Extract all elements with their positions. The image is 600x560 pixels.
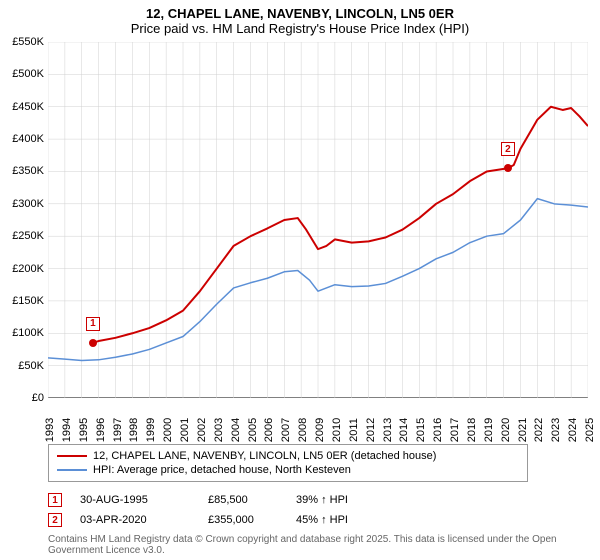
y-axis-label: £450K bbox=[0, 101, 44, 113]
legend-label-1: 12, CHAPEL LANE, NAVENBY, LINCOLN, LN5 0… bbox=[93, 450, 436, 462]
y-axis-label: £150K bbox=[0, 295, 44, 307]
x-axis-label: 2002 bbox=[196, 418, 208, 442]
transaction-price: £85,500 bbox=[208, 494, 278, 506]
x-axis-label: 1997 bbox=[112, 418, 124, 442]
x-axis-label: 2014 bbox=[399, 418, 411, 442]
x-axis-label: 2010 bbox=[331, 418, 343, 442]
x-axis-label: 2006 bbox=[264, 418, 276, 442]
y-axis-label: £550K bbox=[0, 36, 44, 48]
x-axis-label: 2007 bbox=[280, 418, 292, 442]
transaction-row: 2 03-APR-2020 £355,000 45% ↑ HPI bbox=[48, 510, 348, 530]
x-axis-label: 2019 bbox=[483, 418, 495, 442]
chart-marker-2: 2 bbox=[501, 142, 515, 156]
marker-2-icon: 2 bbox=[48, 513, 62, 527]
x-axis-label: 2021 bbox=[517, 418, 529, 442]
x-axis-label: 2008 bbox=[297, 418, 309, 442]
legend-swatch-1 bbox=[57, 455, 87, 458]
chart-area: £0£50K£100K£150K£200K£250K£300K£350K£400… bbox=[48, 42, 588, 414]
x-axis-label: 1994 bbox=[61, 418, 73, 442]
transaction-date: 30-AUG-1995 bbox=[80, 494, 190, 506]
transaction-date: 03-APR-2020 bbox=[80, 514, 190, 526]
x-axis-label: 2011 bbox=[348, 418, 360, 442]
legend: 12, CHAPEL LANE, NAVENBY, LINCOLN, LN5 0… bbox=[48, 444, 528, 482]
y-axis-label: £500K bbox=[0, 68, 44, 80]
x-axis-label: 2018 bbox=[466, 418, 478, 442]
x-axis-label: 2017 bbox=[449, 418, 461, 442]
x-axis-label: 2020 bbox=[500, 418, 512, 442]
legend-label-2: HPI: Average price, detached house, Nort… bbox=[93, 464, 351, 476]
x-axis-label: 1993 bbox=[44, 418, 56, 442]
y-axis-label: £350K bbox=[0, 165, 44, 177]
data-point-icon bbox=[504, 164, 512, 172]
x-axis-label: 2001 bbox=[179, 418, 191, 442]
title-address: 12, CHAPEL LANE, NAVENBY, LINCOLN, LN5 0… bbox=[0, 6, 600, 21]
transaction-price: £355,000 bbox=[208, 514, 278, 526]
x-axis-label: 1999 bbox=[145, 418, 157, 442]
x-axis-label: 2024 bbox=[567, 418, 579, 442]
x-axis-label: 2009 bbox=[314, 418, 326, 442]
transaction-row: 1 30-AUG-1995 £85,500 39% ↑ HPI bbox=[48, 490, 348, 510]
copyright-text: Contains HM Land Registry data © Crown c… bbox=[48, 534, 578, 556]
x-axis-label: 2016 bbox=[432, 418, 444, 442]
x-axis-label: 1998 bbox=[129, 418, 141, 442]
y-axis-label: £0 bbox=[0, 392, 44, 404]
marker-1-icon: 1 bbox=[48, 493, 62, 507]
x-axis-label: 1995 bbox=[78, 418, 90, 442]
x-axis-label: 2003 bbox=[213, 418, 225, 442]
legend-swatch-2 bbox=[57, 469, 87, 471]
x-axis-label: 2025 bbox=[584, 418, 596, 442]
x-axis-label: 2022 bbox=[534, 418, 546, 442]
x-axis-label: 2023 bbox=[550, 418, 562, 442]
x-axis-label: 2005 bbox=[247, 418, 259, 442]
x-axis-label: 1996 bbox=[95, 418, 107, 442]
transaction-delta: 45% ↑ HPI bbox=[296, 514, 348, 526]
x-axis-label: 2004 bbox=[230, 418, 242, 442]
x-axis-label: 2013 bbox=[382, 418, 394, 442]
y-axis-label: £300K bbox=[0, 198, 44, 210]
x-axis-label: 2015 bbox=[415, 418, 427, 442]
data-point-icon bbox=[89, 339, 97, 347]
transaction-delta: 39% ↑ HPI bbox=[296, 494, 348, 506]
chart-marker-1: 1 bbox=[86, 317, 100, 331]
line-chart bbox=[48, 42, 588, 398]
y-axis-label: £400K bbox=[0, 133, 44, 145]
y-axis-label: £250K bbox=[0, 230, 44, 242]
y-axis-label: £200K bbox=[0, 263, 44, 275]
x-axis-label: 2000 bbox=[162, 418, 174, 442]
x-axis-label: 2012 bbox=[365, 418, 377, 442]
transaction-rows: 1 30-AUG-1995 £85,500 39% ↑ HPI 2 03-APR… bbox=[48, 490, 348, 530]
y-axis-label: £100K bbox=[0, 327, 44, 339]
title-subtitle: Price paid vs. HM Land Registry's House … bbox=[0, 21, 600, 36]
y-axis-label: £50K bbox=[0, 360, 44, 372]
